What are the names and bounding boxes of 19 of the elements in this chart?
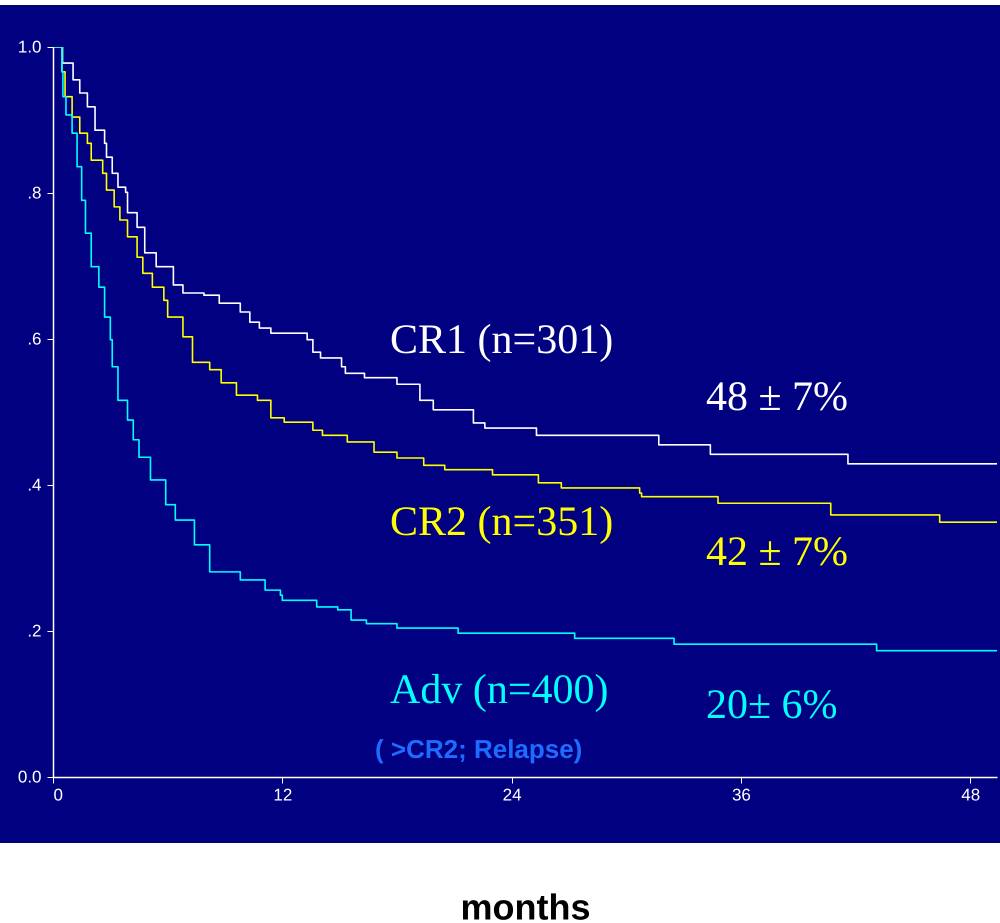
y-tick-label: .2 (27, 622, 42, 640)
x-tick-label: 0 (54, 786, 63, 804)
y-tick-label: .8 (27, 184, 42, 202)
annotation: 48 ± 7% (706, 374, 848, 420)
x-tick-label: 48 (961, 786, 980, 804)
x-tick-label: 36 (732, 786, 751, 804)
annotation: 20± 6% (706, 682, 838, 728)
y-tick-label: .6 (27, 330, 42, 348)
y-tick-label: 1.0 (18, 38, 42, 56)
x-tick-label: 12 (273, 786, 292, 804)
annotation: ( >CR2; Relapse) (375, 734, 582, 764)
annotation: 42 ± 7% (706, 529, 848, 575)
x-axis-title: months (460, 886, 590, 923)
series-label: CR2 (n=351) (390, 499, 614, 545)
series-label: CR1 (n=301) (390, 317, 614, 363)
x-tick-label: 24 (502, 786, 522, 804)
y-tick-label: .4 (27, 476, 42, 494)
series-label: Adv (n=400) (390, 667, 608, 713)
y-tick-label: 0.0 (18, 768, 42, 786)
